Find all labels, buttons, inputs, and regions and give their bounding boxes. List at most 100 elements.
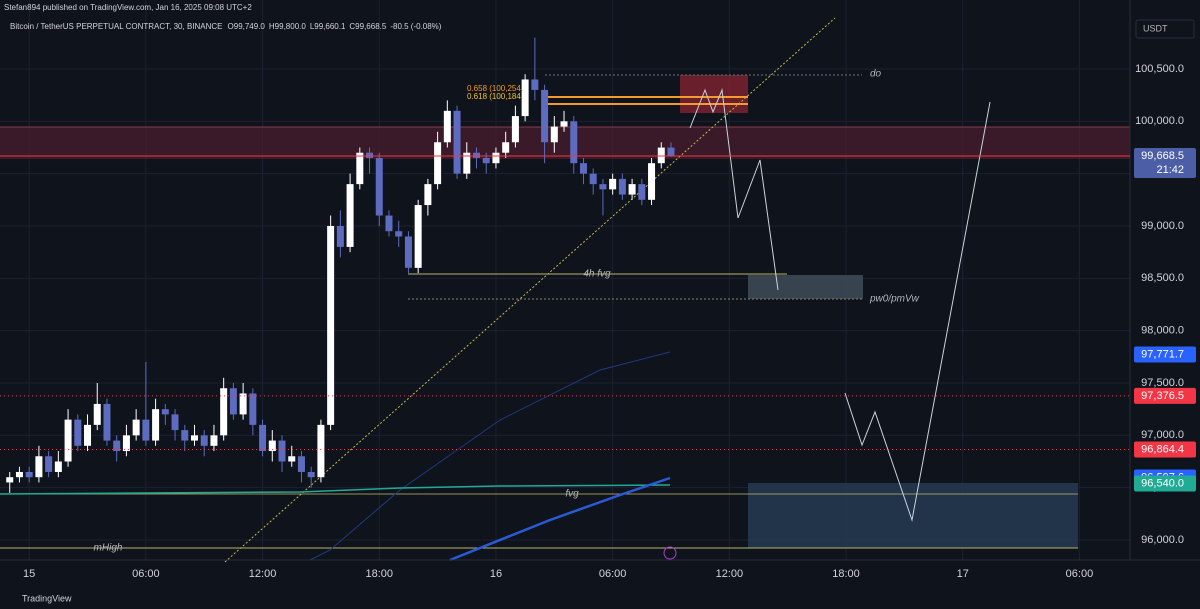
candle-body (268, 440, 276, 452)
candle-body (84, 424, 92, 446)
x-tick-label: 17 (957, 568, 969, 580)
candle-body (570, 121, 578, 164)
candle-body (502, 142, 510, 153)
price-label: 96,540.0 (1141, 477, 1184, 489)
candle-body (152, 409, 160, 441)
candle-body (550, 126, 558, 143)
currency: USDT (1143, 23, 1168, 33)
annotation: mHigh (94, 543, 123, 554)
candles (6, 37, 675, 493)
candle-body (560, 121, 568, 127)
candle-body (609, 178, 617, 190)
candle-body (239, 393, 247, 415)
candle-body (200, 435, 208, 446)
x-tick-label: 15 (23, 568, 35, 580)
x-tick-label: 06:00 (599, 568, 627, 580)
candle-body (366, 152, 374, 158)
candle-body (443, 110, 451, 143)
price-label: 97,376.5 (1141, 390, 1184, 402)
candle-body (638, 184, 646, 200)
target-zone (680, 75, 748, 113)
price-label-bg (1134, 387, 1196, 404)
ohlc-value: -80.5 (-0.08%) (390, 22, 441, 31)
grid (0, 0, 1130, 560)
candle-body (190, 435, 198, 441)
currency-box (1135, 19, 1195, 39)
candle-body (229, 388, 237, 415)
annotation: pw0/pmVw (869, 294, 920, 305)
candle-body (15, 471, 23, 478)
candle-body (220, 388, 228, 436)
candle-body (327, 225, 335, 425)
ohlc-value: O99,749.0 (228, 22, 266, 31)
candle-body (482, 157, 490, 164)
candle-body (132, 419, 140, 436)
y-tick-label: 98,500.0 (1141, 272, 1184, 284)
candle-body (307, 471, 315, 478)
candle-body (288, 456, 296, 462)
publisher: Stefan894 published on TradingView.com, … (4, 3, 252, 12)
candle-body (317, 424, 325, 478)
projection-path (844, 101, 991, 522)
candle-body (122, 435, 130, 452)
y-tick-label: 97,500.0 (1141, 377, 1184, 389)
candle-body (25, 471, 33, 478)
footer (0, 590, 1200, 609)
annotation: do (870, 69, 882, 80)
x-tick-label: 16 (490, 568, 502, 580)
candle-body (336, 225, 344, 247)
candle-body (657, 147, 665, 164)
moving-average (309, 351, 671, 561)
candle-body (521, 79, 529, 117)
x-tick-label: 12:00 (249, 568, 277, 580)
candle-body (385, 215, 393, 232)
candle-body (249, 393, 257, 425)
y-tick-label: 96,000.0 (1141, 534, 1184, 546)
x-tick-label: 06:00 (132, 568, 160, 580)
candle-body (579, 163, 587, 174)
candle-body (473, 152, 481, 158)
candle-body (103, 403, 111, 441)
candle-body (463, 152, 471, 174)
x-tick-label: 06:00 (1066, 568, 1094, 580)
candle-body (210, 435, 218, 446)
candle-body (35, 456, 43, 478)
candle-body (171, 414, 179, 431)
price-label-bg (1134, 148, 1196, 179)
candle-body (541, 89, 549, 143)
brand: TradingView (22, 593, 72, 603)
y-tick-label: 100,000.0 (1135, 115, 1184, 127)
annotation: fvg (565, 489, 579, 500)
candle-body (297, 456, 305, 472)
candle-body (618, 178, 626, 195)
price-label: 97,771.7 (1141, 348, 1184, 360)
event-icon[interactable] (663, 546, 677, 560)
y-tick-label: 99,000.0 (1141, 220, 1184, 232)
candle-body (531, 79, 539, 90)
trend-line (224, 17, 836, 563)
candle-body (161, 409, 169, 415)
fvg-zone (748, 275, 863, 299)
fib-label: 0.658 (100,254. (467, 84, 523, 93)
x-tick-label: 12:00 (716, 568, 744, 580)
candle-body (356, 152, 364, 185)
candle-body (93, 403, 101, 425)
ohlc: O99,749.0 H99,800.0 L99,660.1 C99,668.5 -80.… (228, 22, 442, 31)
candle-body (648, 163, 656, 200)
axes: 96,000.096,500.097,000.097,500.098,000.0… (23, 63, 1184, 580)
countdown: 21:42 (1156, 164, 1184, 176)
candle-body (589, 173, 597, 185)
candle-body (511, 116, 519, 143)
chart-title: Bitcoin / TetherUS PERPETUAL CONTRACT, 3… (10, 22, 223, 31)
candle-body (6, 477, 14, 483)
candle-body (54, 461, 62, 472)
candle-body (424, 184, 432, 206)
y-tick-label: 98,000.0 (1141, 325, 1184, 337)
candle-body (259, 424, 267, 452)
moving-average (0, 484, 671, 495)
x-tick-label: 18:00 (832, 568, 860, 580)
y-tick-label: 97,000.0 (1141, 429, 1184, 441)
y-tick-label: 100,500.0 (1135, 63, 1184, 75)
price-label-bg (1134, 475, 1196, 492)
